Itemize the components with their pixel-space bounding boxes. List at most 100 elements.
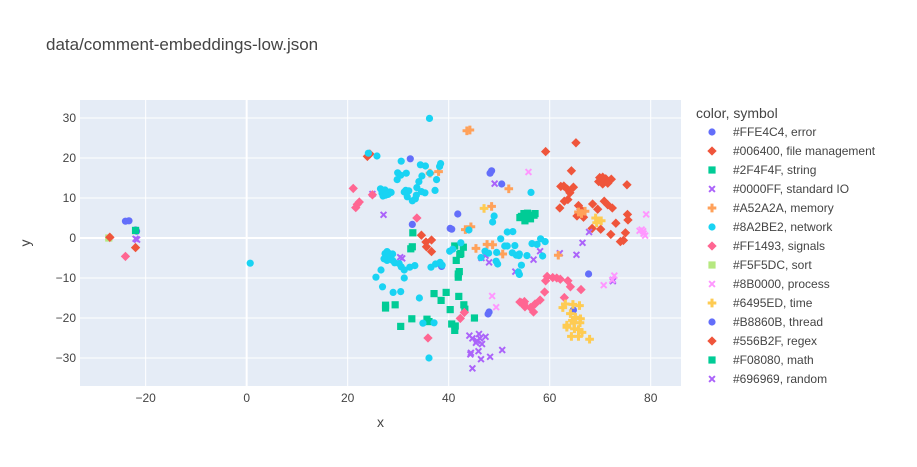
legend-item[interactable]: #696969, random — [708, 372, 827, 386]
legend-marker-icon — [707, 203, 717, 213]
series-points — [488, 168, 650, 311]
data-point — [430, 319, 438, 327]
legend-item[interactable]: #F5F5DC, sort — [708, 258, 812, 272]
data-point — [493, 248, 501, 256]
data-point — [576, 284, 586, 295]
legend[interactable]: #FFE4C4, error #006400, file management #2… — [707, 125, 876, 386]
data-point — [569, 318, 579, 328]
data-point — [488, 292, 496, 300]
y-tick-label: −10 — [56, 271, 77, 285]
data-point — [511, 242, 519, 250]
data-point — [486, 169, 494, 177]
series-points — [362, 138, 633, 257]
data-point — [466, 222, 476, 232]
data-point — [478, 340, 486, 348]
legend-item[interactable]: #FFE4C4, error — [708, 125, 816, 139]
legend-marker-icon — [708, 356, 716, 364]
data-point — [575, 301, 584, 310]
data-point — [592, 204, 603, 214]
data-point — [481, 333, 490, 341]
data-point — [497, 235, 505, 243]
data-point — [515, 250, 523, 258]
data-point — [485, 258, 493, 266]
data-point — [484, 249, 493, 257]
data-point — [488, 240, 497, 250]
data-point — [416, 230, 427, 240]
data-point — [514, 268, 522, 276]
x-tick-label: 60 — [543, 391, 557, 405]
legend-item[interactable]: #FF1493, signals — [707, 239, 825, 253]
data-point — [490, 212, 498, 220]
legend-item[interactable]: #8B0000, process — [708, 277, 830, 291]
data-point — [364, 149, 372, 157]
legend-item[interactable]: #F08080, math — [708, 353, 814, 367]
data-point — [487, 202, 496, 211]
data-point — [608, 276, 616, 284]
data-point — [454, 210, 462, 218]
legend-label: #556B2F, regex — [733, 334, 817, 348]
data-point — [477, 355, 485, 363]
data-point — [623, 215, 633, 225]
data-point — [558, 303, 568, 312]
data-point — [367, 190, 378, 200]
legend-item[interactable]: #006400, file management — [707, 144, 876, 158]
data-point — [379, 211, 388, 219]
data-point — [120, 251, 131, 262]
y-tick-label: 20 — [63, 151, 77, 165]
data-point — [603, 200, 613, 210]
data-point — [474, 347, 483, 355]
data-point — [465, 332, 473, 340]
data-point — [131, 226, 140, 234]
data-point — [246, 259, 254, 267]
y-tick-label: 0 — [69, 231, 76, 245]
data-point — [559, 196, 570, 206]
legend-item[interactable]: #6495ED, time — [707, 296, 813, 310]
data-point — [503, 242, 511, 250]
series-points — [381, 209, 539, 334]
legend-label: #A52A2A, memory — [733, 201, 834, 215]
data-point — [622, 209, 633, 220]
data-point — [618, 235, 629, 246]
legend-item[interactable]: #0000FF, standard IO — [708, 182, 849, 196]
legend-marker-icon — [708, 318, 716, 326]
data-point — [452, 256, 460, 264]
data-point — [426, 169, 434, 177]
legend-item[interactable]: #2F4F4F, string — [708, 163, 816, 177]
data-point — [348, 183, 358, 194]
data-point — [568, 182, 579, 192]
tick-labels: −20 0 20 40 60 80 −30 −20 −10 0 10 20 30 — [56, 111, 658, 405]
data-point — [565, 282, 576, 292]
data-point — [524, 168, 533, 176]
data-point — [600, 281, 608, 289]
data-point — [541, 238, 549, 246]
legend-item[interactable]: #556B2F, regex — [707, 334, 817, 348]
legend-item[interactable]: #B8860B, thread — [708, 315, 823, 329]
data-point — [421, 242, 432, 252]
series-points — [105, 232, 141, 253]
data-point — [553, 250, 563, 260]
data-point — [529, 256, 538, 264]
data-point — [373, 152, 381, 160]
data-point — [587, 223, 597, 234]
data-point — [527, 188, 535, 196]
data-point — [415, 178, 423, 186]
legend-item[interactable]: #A52A2A, memory — [707, 201, 834, 215]
legend-item[interactable]: #8A2BE2, network — [708, 220, 833, 234]
data-point — [121, 217, 130, 225]
y-axis-title: y — [17, 240, 33, 247]
data-point — [523, 209, 532, 217]
data-point — [573, 200, 584, 211]
data-point — [584, 270, 593, 278]
x-tick-label: 40 — [442, 391, 456, 405]
data-point — [575, 318, 585, 328]
data-point — [559, 181, 569, 191]
data-point — [574, 207, 583, 217]
y-tick-label: 10 — [63, 191, 77, 205]
series-points — [105, 183, 586, 343]
data-point — [415, 294, 423, 302]
data-point — [130, 242, 141, 253]
data-point — [516, 214, 524, 222]
data-point — [407, 245, 415, 253]
data-point — [398, 254, 406, 262]
data-point — [380, 255, 388, 263]
